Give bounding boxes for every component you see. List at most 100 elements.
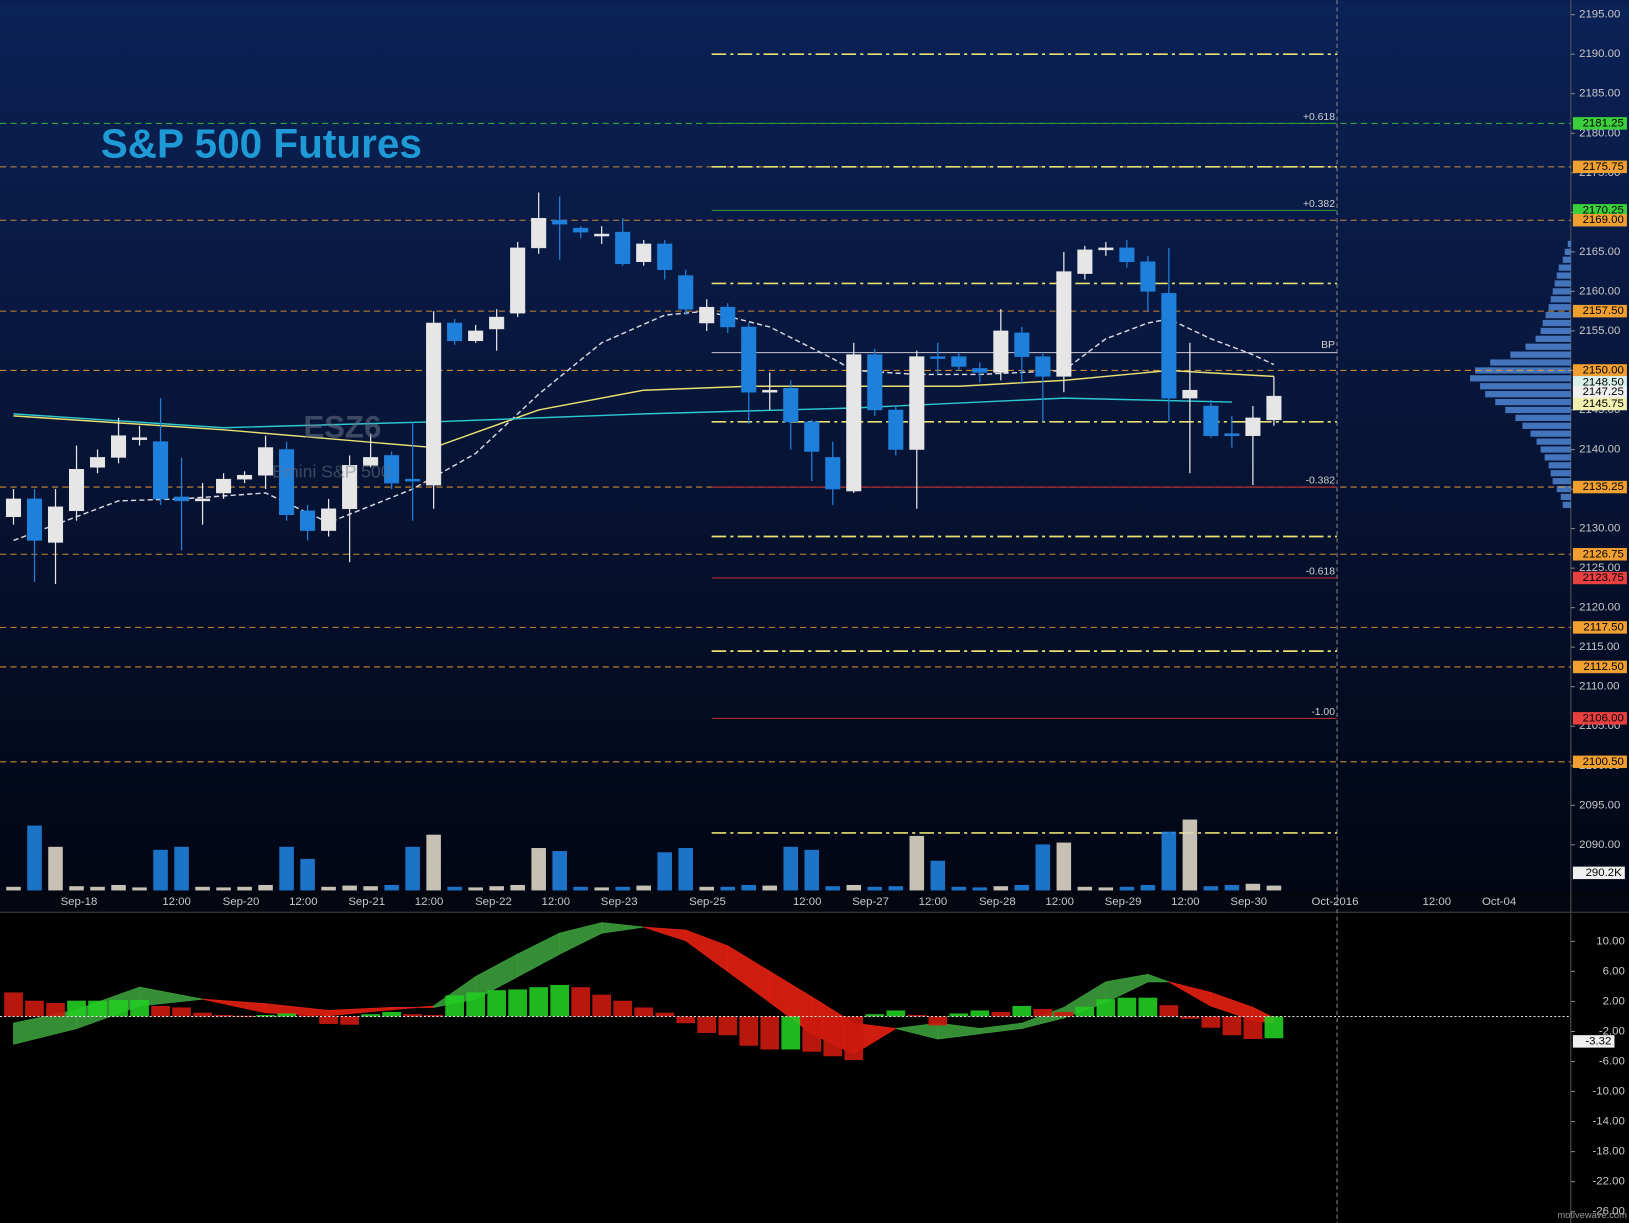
- macd-histogram-bar: [991, 1011, 1011, 1017]
- y-tick-label: 2180.00: [1579, 127, 1620, 139]
- price-tag: [1572, 571, 1627, 585]
- volume-bar: [153, 849, 168, 891]
- fib-label: +0.382: [1303, 199, 1335, 210]
- volume-bar: [594, 887, 609, 891]
- candle-body: [90, 457, 106, 468]
- candle-body: [783, 387, 799, 423]
- profile-bar: [1495, 398, 1571, 406]
- volume-bar: [699, 886, 714, 891]
- volume-bar: [195, 886, 210, 891]
- macd-histogram-bar: [907, 1014, 927, 1017]
- candle-body: [47, 506, 64, 543]
- volume-bar: [342, 885, 357, 891]
- volume-bar: [363, 886, 378, 891]
- candle-body: [195, 498, 211, 502]
- candle-body: [804, 421, 820, 452]
- volume-bar: [258, 884, 273, 891]
- y-tick-label: 2120.00: [1579, 602, 1620, 614]
- macd-histogram-bar: [1222, 1016, 1242, 1036]
- macd-histogram-bar: [760, 1016, 780, 1050]
- moving-average: [13, 397, 1232, 429]
- x-tick-label: 12:00: [415, 896, 444, 908]
- macd-histogram-bar: [508, 989, 528, 1017]
- profile-bar: [1540, 446, 1571, 453]
- symbol-watermark: ESZ6: [303, 409, 381, 444]
- profile-bar: [1558, 264, 1571, 271]
- price-tag: [1572, 621, 1627, 634]
- volume-bar: [804, 849, 820, 891]
- volume-bar: [636, 885, 651, 891]
- candle-body: [720, 306, 736, 328]
- y-tick-label: 2190.00: [1579, 48, 1620, 60]
- profile-bar: [1550, 470, 1571, 477]
- profile-bar: [1562, 256, 1571, 263]
- volume-bar: [174, 846, 189, 891]
- candle-body: [216, 478, 232, 494]
- price-tag: [1572, 364, 1627, 377]
- profile-bar: [1525, 343, 1571, 350]
- macd-histogram-bar: [949, 1013, 969, 1017]
- macd-histogram-bar: [1243, 1016, 1263, 1039]
- volume-bar: [888, 886, 904, 891]
- price-tag-label: 2135.25: [1583, 481, 1624, 493]
- volume-bar: [1182, 819, 1198, 891]
- x-tick-label: Sep-21: [348, 896, 385, 908]
- macd-y-tick-label: -22.00: [1593, 1176, 1625, 1188]
- macd-histogram-bar: [865, 1014, 885, 1017]
- x-tick-label: Sep-28: [979, 896, 1016, 908]
- candle-body: [552, 219, 568, 225]
- x-tick-label: 12:00: [1171, 896, 1200, 908]
- profile-bar: [1560, 493, 1571, 501]
- macd-y-tick-label: -10.00: [1593, 1086, 1625, 1098]
- candle-body: [468, 330, 484, 342]
- x-tick-label: Sep-23: [601, 896, 638, 908]
- moving-average: [13, 369, 1274, 449]
- price-tag-label: 2126.75: [1583, 548, 1624, 560]
- macd-histogram-bar: [781, 1016, 801, 1050]
- instrument-watermark: Emini S&P 500: [272, 461, 391, 481]
- fib-label: -0.618: [1306, 566, 1336, 577]
- macd-y-tick-label: -26.00: [1593, 1206, 1625, 1218]
- volume-bar: [1056, 842, 1072, 891]
- candle-body: [699, 306, 715, 324]
- volume-bar: [762, 885, 778, 891]
- volume-bar: [69, 886, 84, 891]
- macd-histogram-bar: [172, 1007, 191, 1017]
- volume-bar: [384, 884, 399, 891]
- profile-bar: [1564, 248, 1571, 255]
- profile-bar: [1510, 351, 1571, 358]
- profile-bar: [1535, 335, 1571, 342]
- volume-bar: [90, 886, 105, 891]
- price-tag: [1572, 755, 1627, 769]
- volume-bar: [48, 846, 63, 891]
- chart-title: S&P 500 Futures: [101, 120, 422, 166]
- macd-histogram-bar: [1117, 997, 1137, 1017]
- volume-bar: [300, 858, 315, 891]
- macd-pane: [0, 912, 1629, 1223]
- volume-bar: [426, 834, 441, 891]
- volume-bar: [783, 846, 799, 891]
- candle-body: [1140, 261, 1156, 292]
- x-tick-label: Sep-22: [475, 896, 512, 908]
- macd-histogram-bar: [319, 1016, 338, 1024]
- price-tag-label: 2145.75: [1583, 398, 1624, 410]
- macd-histogram-bar: [109, 999, 128, 1017]
- price-tag-label: 2157.50: [1583, 305, 1624, 317]
- macd-tag-label: -3.32: [1585, 1035, 1611, 1047]
- profile-bar: [1548, 462, 1571, 469]
- price-tag: [1572, 213, 1627, 227]
- macd-histogram-bar: [25, 1000, 44, 1017]
- profile-bar: [1556, 485, 1571, 493]
- macd-histogram-bar: [256, 1014, 275, 1017]
- y-tick-label: 2115.00: [1579, 641, 1619, 653]
- macd-tag: [1572, 1035, 1615, 1048]
- candle-body: [1014, 332, 1030, 357]
- x-tick-label: Sep-25: [689, 896, 726, 908]
- profile-bar: [1485, 391, 1571, 398]
- macd-histogram-bar: [592, 994, 612, 1017]
- price-tag-label: 2150.00: [1583, 364, 1624, 376]
- moving-average: [13, 310, 1275, 542]
- y-tick-label: 2155.00: [1579, 325, 1620, 337]
- volume-tag: [1572, 866, 1625, 880]
